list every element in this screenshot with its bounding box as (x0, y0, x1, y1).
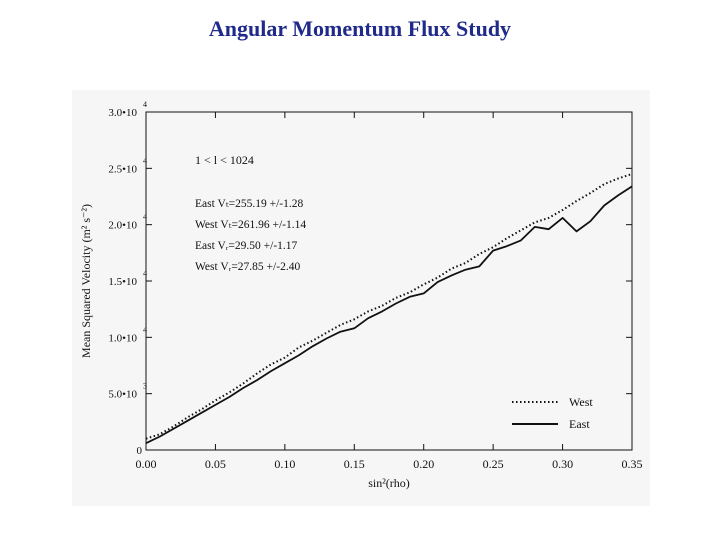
series-line-east (145, 185, 633, 445)
y-tick-exponent-6: 4 (143, 100, 147, 109)
x-tick-label-4: 0.20 (413, 457, 434, 471)
range-annotation: 1 < l < 1024 (195, 153, 254, 167)
axis-ticks: 0.00 0.05 0.10 0.15 0.20 0.25 0.30 0.35 0 5.0•10 3… (108, 100, 642, 471)
x-tick-label-1: 0.05 (205, 457, 226, 471)
legend-west-label: West (569, 395, 593, 409)
x-tick-label-0: 0.00 (136, 457, 157, 471)
legend: West East (512, 395, 593, 431)
x-axis-label: sin²(rho) (368, 476, 410, 490)
y-tick-label-6: 3.0•10 (108, 107, 137, 119)
x-tick-label-7: 0.35 (622, 457, 643, 471)
annotation-west-vt: West Vₜ=261.96 +/-1.14 (195, 219, 306, 231)
y-tick-exponent-2: 4 (143, 325, 147, 334)
y-tick-label-4: 2.0•10 (108, 220, 137, 232)
page-title: Angular Momentum Flux Study (208, 16, 512, 41)
annotation-west-vr: West Vᵣ=27.85 +/-2.40 (195, 261, 300, 273)
annotation-east-vt: East Vₜ=255.19 +/-1.28 (195, 198, 303, 210)
y-tick-label-2: 1.0•10 (108, 332, 137, 344)
x-tick-label-3: 0.15 (344, 457, 365, 471)
y-tick-exponent-3: 4 (143, 269, 147, 278)
legend-east-label: East (569, 417, 590, 431)
x-tick-label-2: 0.10 (274, 457, 295, 471)
y-tick-label-3: 1.5•10 (108, 276, 137, 288)
annotation-east-vr: East Vᵣ=29.50 +/-1.17 (195, 240, 298, 252)
chart-panel: 0.00 0.05 0.10 0.15 0.20 0.25 0.30 0.35 0 5.0•10 3… (72, 90, 650, 506)
mean-squared-velocity-chart: 0.00 0.05 0.10 0.15 0.20 0.25 0.30 0.35 0 5.0•10 3… (79, 100, 643, 490)
y-tick-label-1: 5.0•10 (108, 389, 137, 401)
x-tick-label-6: 0.30 (552, 457, 573, 471)
y-axis-label: Mean Squared Velocity (m² s⁻²) (79, 204, 93, 358)
y-tick-exponent-5: 4 (143, 156, 147, 165)
y-tick-exponent-1: 3 (143, 382, 147, 391)
y-tick-label-5: 2.5•10 (108, 163, 137, 175)
series-layer (145, 173, 633, 445)
series-line-west (145, 173, 633, 440)
annotations: 1 < l < 1024 East Vₜ=255.19 +/-1.28 West… (195, 153, 306, 273)
y-tick-exponent-4: 4 (143, 213, 147, 222)
y-tick-label-0: 0 (137, 445, 143, 457)
x-tick-label-5: 0.25 (483, 457, 504, 471)
